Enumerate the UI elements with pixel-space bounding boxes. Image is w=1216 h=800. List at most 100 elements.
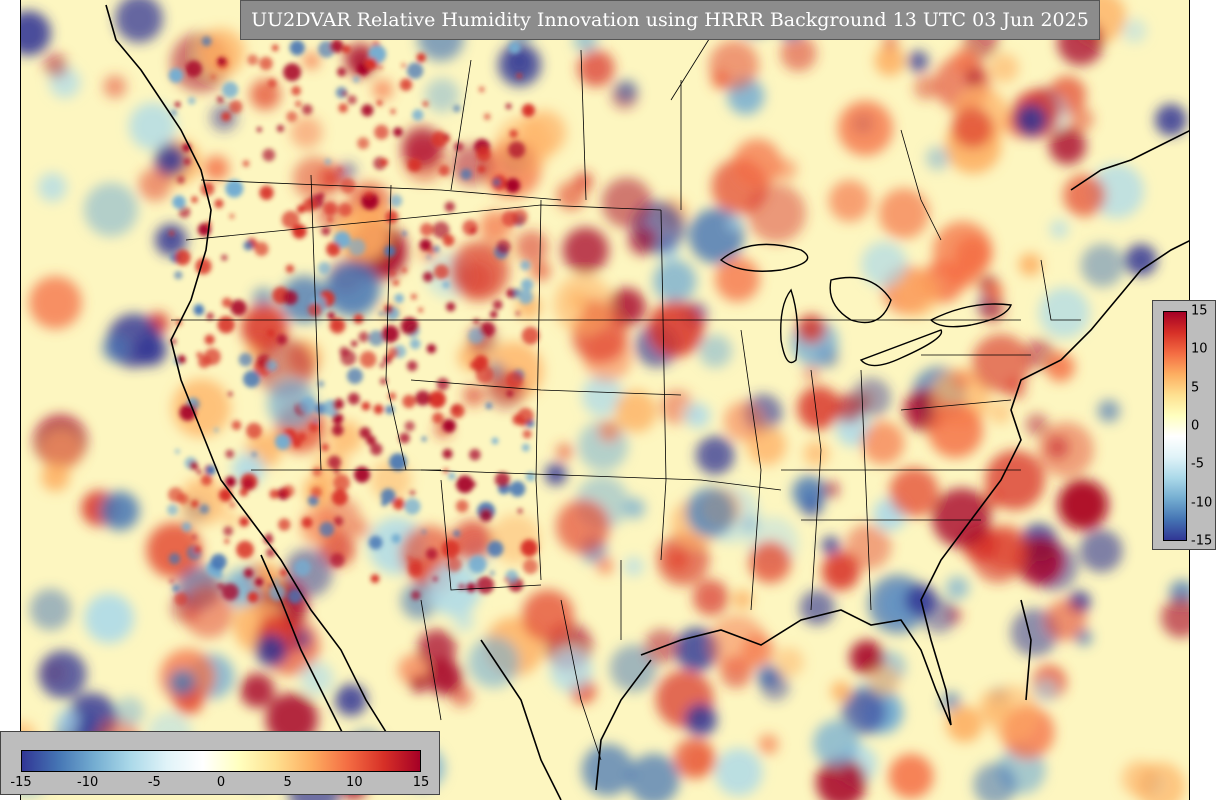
field-detail [460,168,472,180]
field-detail [353,466,371,483]
field-blob [749,541,792,584]
field-detail [276,124,284,133]
field-blob [300,661,334,695]
field-detail [381,500,388,507]
field-detail [406,62,424,79]
field-blob [129,102,177,150]
field-detail [218,488,233,502]
field-detail [320,443,330,452]
field-blob [521,589,574,642]
field-blob [723,401,764,442]
field-detail [181,522,192,532]
field-detail [392,497,405,510]
field-blob [252,287,275,310]
field-blob [747,183,806,243]
field-blob [562,227,609,274]
field-blob [21,10,51,56]
field-detail [283,63,302,82]
field-detail [505,371,524,389]
field-detail [462,219,479,236]
field-detail [281,210,300,229]
field-blob [44,53,68,78]
field-detail [505,178,521,193]
field-detail [317,261,331,275]
field-detail [217,316,235,334]
field-blob [1048,127,1087,165]
field-detail [259,56,273,71]
field-detail [221,297,233,308]
field-detail [193,305,205,316]
field-detail [389,453,407,471]
field-blob [138,168,172,202]
field-detail [262,148,276,162]
field-detail [246,422,262,439]
field-detail [370,443,383,456]
field-blob [932,221,993,281]
field-detail [453,104,461,113]
field-detail [384,210,399,224]
field-blob [452,520,493,561]
field-blob [861,421,905,465]
field-blob [732,138,782,188]
field-blob [37,172,67,202]
field-blob [931,488,992,548]
field-blob [673,737,715,779]
field-blob [241,304,288,351]
field-detail [168,230,175,236]
field-detail [376,100,383,106]
field-blob [698,334,732,368]
field-detail [450,403,465,419]
field-detail [391,533,401,544]
field-detail [229,502,236,508]
field-detail [458,583,465,590]
field-detail [402,394,416,409]
field-detail [393,127,403,137]
field-detail [521,443,530,452]
field-blob [615,80,638,102]
field-detail [359,427,371,439]
field-detail [259,185,274,200]
colorbar-vertical-tick: -15 [1191,533,1213,549]
field-detail [216,582,225,590]
field-detail [171,110,177,116]
field-detail [214,199,224,209]
field-blob [1079,529,1123,573]
field-detail [520,260,531,271]
field-detail [506,390,514,397]
field-blob [449,241,510,302]
field-detail [243,568,254,578]
field-detail [243,240,254,251]
field-detail [225,476,236,488]
field-detail [333,398,344,410]
field-blob [553,274,614,334]
field-detail [353,76,360,83]
field-detail [444,136,451,143]
field-detail [347,392,360,405]
field-detail [521,326,540,345]
colorbar-vertical-tick: 10 [1191,341,1208,357]
field-detail [518,289,533,305]
field-detail [418,307,423,313]
field-detail [361,192,379,210]
field-detail [421,529,427,535]
field-detail [421,436,427,442]
field-blob [38,650,87,699]
field-detail [346,368,363,384]
field-blob [614,390,657,433]
field-blob [498,43,542,87]
field-blob [709,40,759,91]
field-blob [940,691,962,713]
field-detail [168,68,184,83]
field-detail [370,574,380,583]
map-title: UU2DVAR Relative Humidity Innovation usi… [240,0,1100,40]
field-blob [945,576,970,600]
field-detail [333,516,344,527]
offshore-cool-spot [255,634,287,666]
field-blob [797,386,841,430]
field-detail [364,57,377,70]
field-detail [446,302,456,312]
colorbar-horizontal: -15 -10 -5 0 5 10 15 [0,731,440,795]
field-detail [475,365,494,384]
field-detail [522,429,532,439]
field-detail [221,583,239,601]
